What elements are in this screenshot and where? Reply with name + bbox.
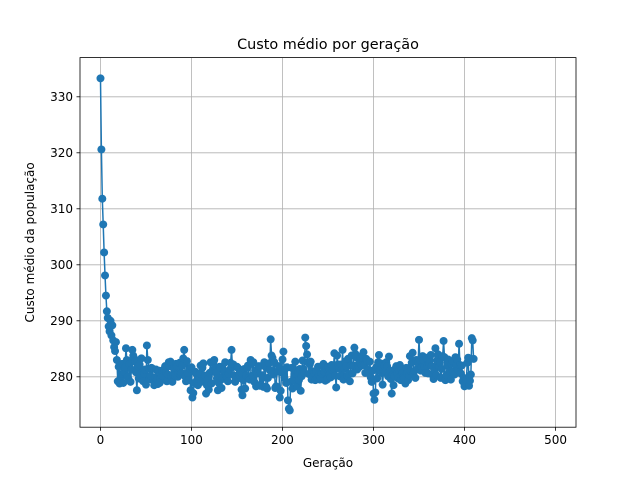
data-point bbox=[374, 350, 383, 359]
data-point bbox=[135, 360, 144, 369]
data-point bbox=[296, 386, 305, 395]
data-point bbox=[97, 145, 106, 154]
x-axis-label: Geração bbox=[303, 456, 353, 470]
plot-frame bbox=[79, 57, 577, 428]
data-point bbox=[365, 357, 374, 366]
data-point bbox=[199, 359, 208, 368]
x-tick-label: 100 bbox=[180, 433, 203, 447]
data-point bbox=[276, 386, 285, 395]
data-point bbox=[389, 381, 398, 390]
y-tick-label: 330 bbox=[50, 90, 73, 104]
data-point bbox=[466, 370, 475, 379]
data-point bbox=[306, 357, 315, 366]
data-point bbox=[99, 220, 108, 229]
data-point bbox=[338, 345, 347, 354]
y-tick-label: 310 bbox=[50, 202, 73, 216]
data-point bbox=[111, 338, 120, 347]
data-point bbox=[408, 348, 417, 357]
data-point bbox=[143, 356, 152, 364]
data-point bbox=[100, 248, 109, 257]
data-point bbox=[241, 384, 250, 393]
data-point bbox=[465, 376, 474, 385]
data-point bbox=[137, 354, 146, 363]
data-point bbox=[378, 380, 387, 389]
data-point bbox=[411, 373, 420, 382]
y-axis-label: Custo médio da população bbox=[23, 162, 37, 322]
data-point bbox=[302, 342, 311, 350]
data-point bbox=[275, 393, 284, 402]
data-point bbox=[238, 391, 247, 400]
data-point bbox=[469, 354, 478, 363]
data-point bbox=[345, 377, 354, 386]
data-point bbox=[223, 377, 232, 386]
data-point bbox=[227, 345, 236, 354]
data-point bbox=[266, 335, 275, 344]
data-point bbox=[370, 395, 379, 404]
data-point bbox=[303, 350, 312, 359]
data-point bbox=[431, 344, 440, 353]
data-point bbox=[108, 321, 117, 330]
data-point bbox=[101, 271, 110, 280]
data-point bbox=[333, 351, 342, 360]
data-point bbox=[207, 379, 216, 388]
data-point bbox=[204, 385, 213, 394]
data-point bbox=[285, 406, 294, 415]
data-point bbox=[189, 389, 198, 398]
data-point bbox=[426, 350, 435, 359]
x-tick-label: 0 bbox=[97, 433, 105, 447]
data-point bbox=[350, 343, 359, 352]
data-point bbox=[439, 336, 448, 345]
data-point bbox=[274, 362, 283, 371]
data-point bbox=[371, 388, 380, 397]
data-point bbox=[384, 352, 393, 361]
data-point bbox=[132, 386, 141, 395]
data-point bbox=[373, 374, 382, 383]
x-tick-label: 400 bbox=[453, 433, 476, 447]
x-tick-label: 300 bbox=[362, 433, 385, 447]
data-point bbox=[142, 341, 151, 350]
series-group bbox=[96, 74, 478, 415]
y-tick-label: 280 bbox=[50, 370, 73, 384]
data-point bbox=[111, 347, 120, 356]
data-point bbox=[278, 355, 287, 364]
data-point bbox=[180, 345, 189, 354]
data-point bbox=[96, 74, 105, 83]
data-point bbox=[263, 384, 272, 393]
data-point bbox=[217, 384, 226, 392]
chart-title: Custo médio por geração bbox=[237, 37, 419, 53]
data-point bbox=[101, 291, 110, 300]
data-point bbox=[126, 377, 135, 386]
x-tick-label: 200 bbox=[271, 433, 294, 447]
data-point bbox=[468, 336, 477, 345]
data-point bbox=[332, 383, 341, 392]
data-point bbox=[210, 356, 219, 364]
data-point bbox=[415, 335, 424, 344]
data-point bbox=[168, 377, 177, 386]
y-tick-label: 300 bbox=[50, 258, 73, 272]
data-point bbox=[121, 344, 130, 353]
data-point bbox=[301, 333, 310, 342]
data-point bbox=[279, 347, 288, 356]
data-point bbox=[387, 389, 396, 398]
data-point bbox=[102, 307, 111, 316]
data-point bbox=[182, 357, 191, 366]
y-tick-label: 290 bbox=[50, 314, 73, 328]
x-tick-label: 500 bbox=[544, 433, 567, 447]
data-point bbox=[455, 339, 464, 348]
data-point bbox=[359, 348, 368, 357]
data-point bbox=[291, 357, 300, 366]
data-point bbox=[98, 194, 107, 203]
ticks: 0 100 200 300 400 500 280 290 300 310 320 330 bbox=[50, 90, 567, 447]
data-point bbox=[283, 396, 292, 405]
y-tick-label: 320 bbox=[50, 146, 73, 160]
